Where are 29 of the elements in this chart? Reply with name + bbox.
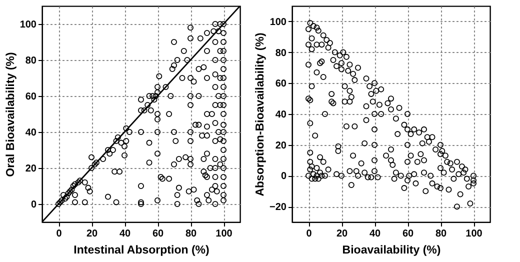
x-tick-label: 0 [306, 228, 312, 240]
y-tick-label: 20 [25, 164, 37, 174]
y-tick-label: 100 [20, 20, 37, 30]
x-tick-label: 20 [86, 228, 98, 240]
y-tick-label: −20 [270, 202, 287, 214]
x-tick-label: 100 [466, 228, 483, 240]
y-axis-title: Oral Bioavailability (%) [4, 52, 17, 177]
y-tick-label: 40 [25, 128, 37, 138]
y-tick-label: 60 [25, 92, 37, 102]
y-tick-label: 0 [30, 200, 37, 210]
y-tick-label: 100 [270, 16, 287, 28]
x-tick-label: 20 [336, 228, 348, 240]
x-tick-label: 100 [216, 228, 233, 240]
x-tick-label: 40 [369, 228, 381, 240]
x-tick-label: 40 [119, 228, 131, 240]
y-tick-label: 80 [275, 48, 287, 59]
x-axis-title: Bioavailability (%) [342, 244, 441, 256]
x-tick-label: 80 [185, 228, 197, 240]
x-tick-label: 60 [152, 228, 164, 240]
y-tick-label: 40 [275, 110, 287, 120]
y-axis-title: Absorption-Bioavailability (%) [254, 32, 267, 196]
x-axis-title: Intestinal Absorption (%) [74, 244, 210, 256]
y-tick-label: 60 [275, 78, 287, 90]
x-tick-label: 80 [435, 228, 447, 240]
y-tick-label: 20 [275, 140, 287, 152]
x-tick-label: 60 [402, 228, 414, 240]
x-tick-label: 0 [56, 228, 62, 240]
y-tick-label: 80 [25, 56, 37, 66]
y-tick-label: 0 [280, 171, 287, 182]
